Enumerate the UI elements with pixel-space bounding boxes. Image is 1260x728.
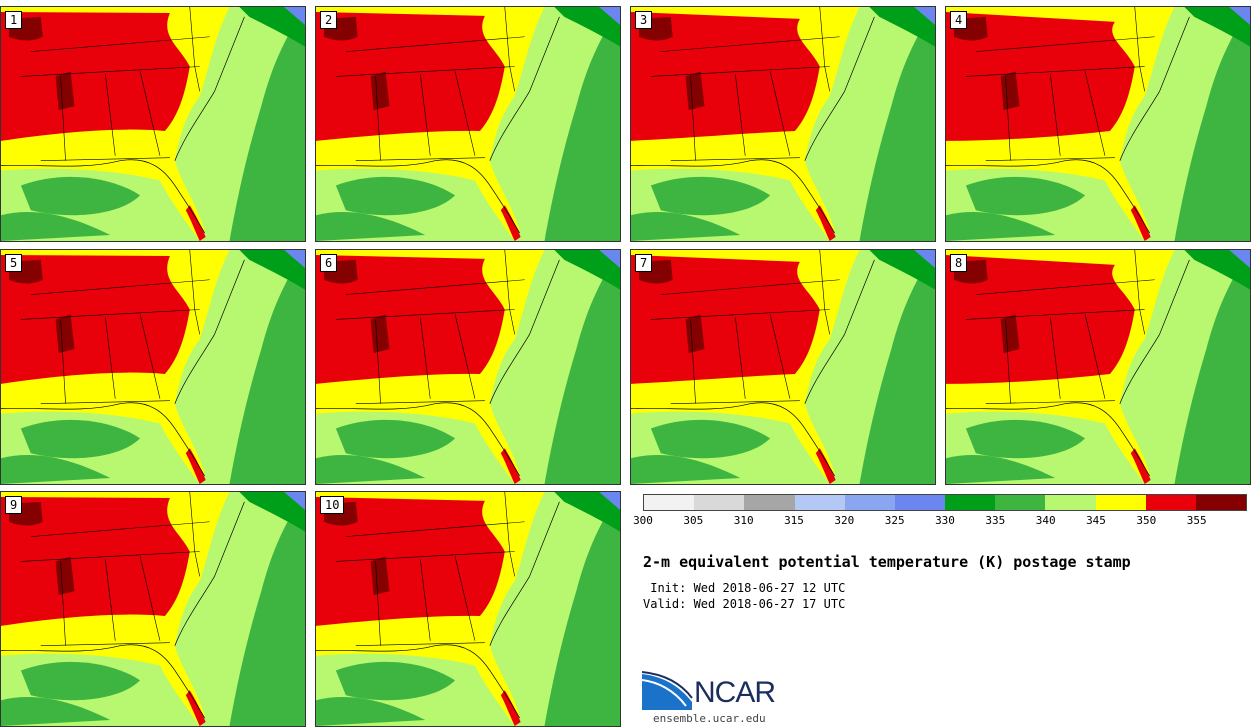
member-panel-2: 2 <box>315 6 621 242</box>
map-field <box>316 250 620 484</box>
colorbar-segment <box>644 495 695 510</box>
member-label: 1 <box>5 11 23 29</box>
colorbar-segment <box>1045 495 1096 510</box>
colorbar-tick-label: 350 <box>1136 514 1157 527</box>
colorbar-tick-label: 320 <box>834 514 855 527</box>
member-label: 7 <box>635 254 653 272</box>
member-label: 3 <box>635 11 653 29</box>
valid-time: Valid: Wed 2018-06-27 17 UTC <box>643 597 846 611</box>
colorbar-tick-label: 345 <box>1086 514 1106 527</box>
ncar-logo: NCAR <box>642 670 792 714</box>
figure-title: 2-m equivalent potential temperature (K)… <box>643 553 1131 571</box>
member-label: 9 <box>5 496 23 514</box>
member-panel-8: 8 <box>945 249 1251 485</box>
member-label: 2 <box>320 11 338 29</box>
colorbar-segment <box>1095 495 1146 510</box>
ncar-logo-text: NCAR <box>694 676 776 709</box>
map-field <box>1 250 305 484</box>
colorbar-tick-label: 335 <box>985 514 1006 527</box>
colorbar-segment <box>694 495 745 510</box>
member-panel-1: 1 <box>0 6 306 242</box>
colorbar-tick-label: 305 <box>683 514 704 527</box>
map-field <box>946 250 1250 484</box>
map-field <box>1 492 305 726</box>
member-label: 8 <box>950 254 968 272</box>
colorbar-tick-label: 325 <box>884 514 905 527</box>
colorbar-tick-label: 300 <box>633 514 653 527</box>
map-field <box>631 250 935 484</box>
colorbar-tick-label: 355 <box>1186 514 1207 527</box>
map-field <box>946 7 1250 241</box>
ncar-swoosh-icon <box>642 671 693 710</box>
colorbar <box>643 494 1247 511</box>
member-panel-10: 10 <box>315 491 621 727</box>
map-field <box>1 7 305 241</box>
member-panel-9: 9 <box>0 491 306 727</box>
member-panel-3: 3 <box>630 6 936 242</box>
colorbar-tick-label: 310 <box>733 514 754 527</box>
colorbar-segment <box>945 495 996 510</box>
member-label: 4 <box>950 11 968 29</box>
colorbar-tick-labels: 300 305 310 315 320 325 330 335 340 345 350 355 <box>633 514 1247 528</box>
colorbar-segment <box>844 495 895 510</box>
member-label: 10 <box>320 496 345 514</box>
colorbar-segment <box>1145 495 1196 510</box>
colorbar-segment <box>1195 495 1247 510</box>
member-panel-6: 6 <box>315 249 621 485</box>
member-panel-5: 5 <box>0 249 306 485</box>
init-time: Init: Wed 2018-06-27 12 UTC <box>643 581 846 595</box>
colorbar-segment <box>744 495 795 510</box>
colorbar-segment <box>995 495 1046 510</box>
map-field <box>316 7 620 241</box>
member-panel-7: 7 <box>630 249 936 485</box>
logo-url: ensemble.ucar.edu <box>653 712 766 725</box>
colorbar-segment <box>894 495 946 510</box>
member-panel-4: 4 <box>945 6 1251 242</box>
colorbar-tick-label: 315 <box>784 514 804 527</box>
member-label: 5 <box>5 254 23 272</box>
map-field <box>316 492 620 726</box>
map-field <box>631 7 935 241</box>
colorbar-tick-label: 330 <box>935 514 955 527</box>
member-label: 6 <box>320 254 338 272</box>
colorbar-tick-label: 340 <box>1035 514 1056 527</box>
colorbar-segment <box>794 495 845 510</box>
